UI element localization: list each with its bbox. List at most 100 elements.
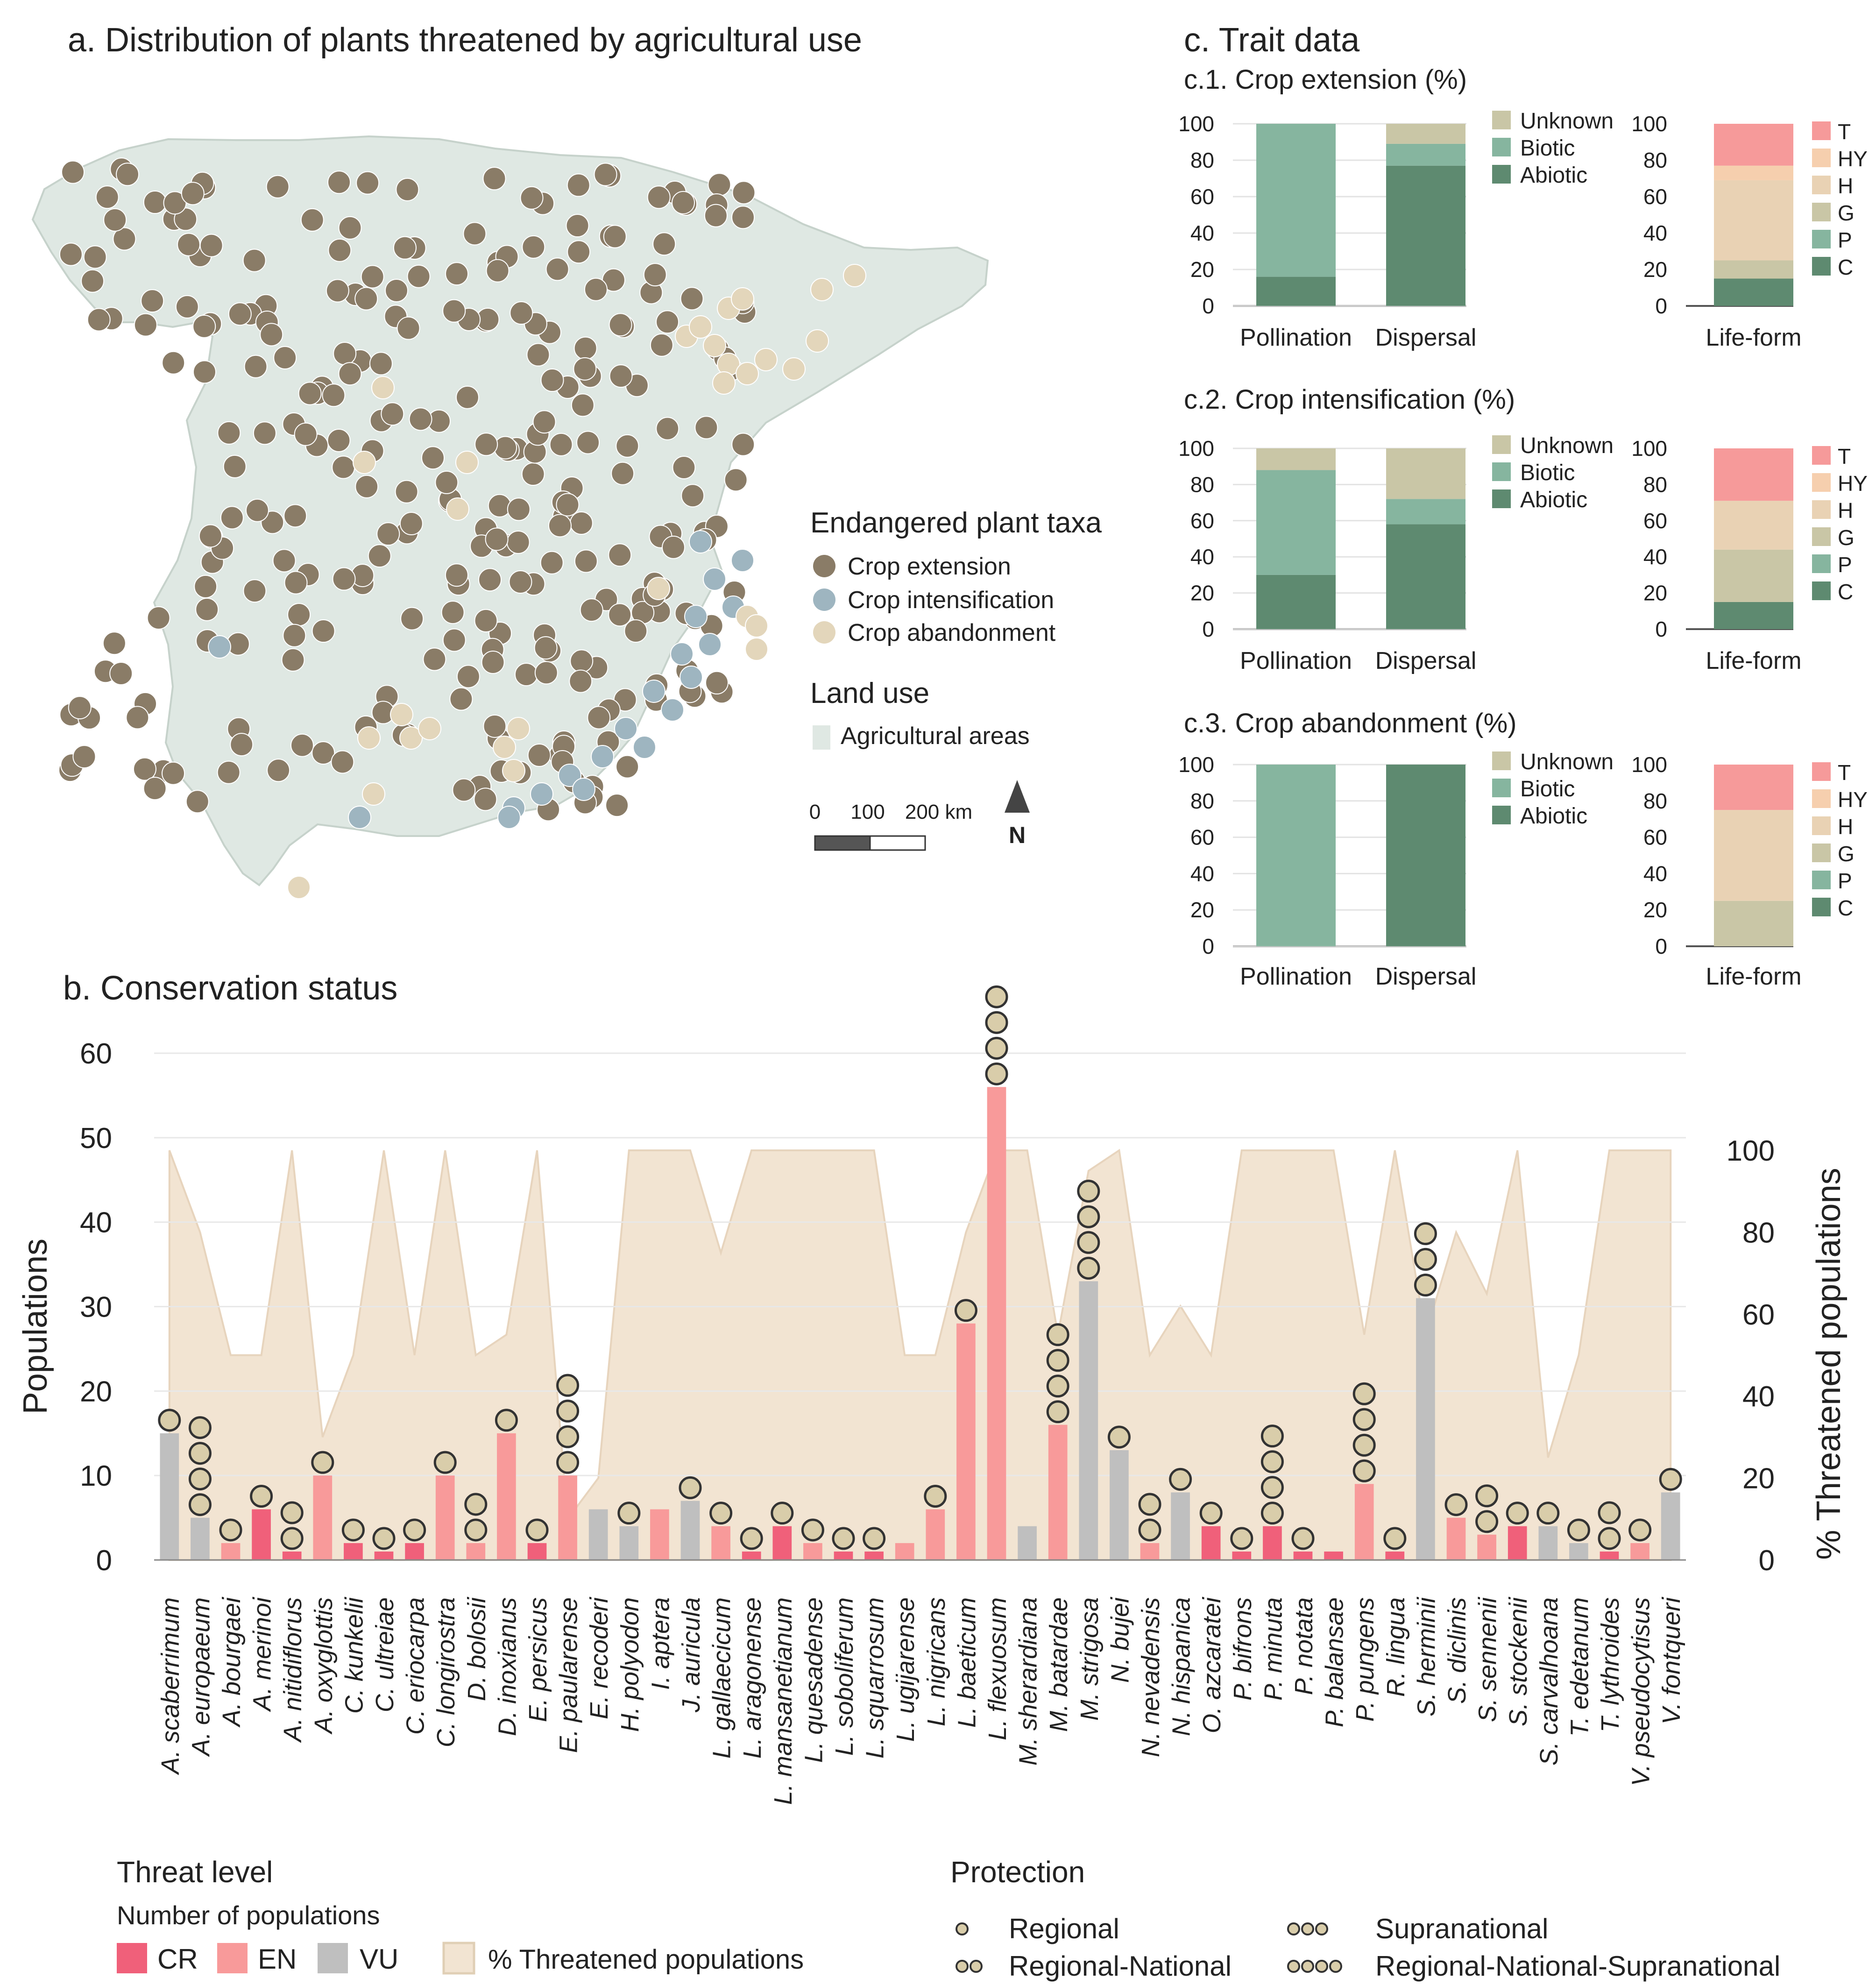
protection-symbol — [1046, 1323, 1069, 1347]
taxon-label: C. longirostra — [432, 1597, 460, 1747]
legend-abandonment-label: Crop abandonment — [848, 619, 1056, 646]
population-bar — [742, 1551, 761, 1560]
intensification-point — [680, 666, 703, 689]
protection-symbol — [1046, 1349, 1069, 1372]
lifeform-legend-label: H — [1838, 174, 1853, 198]
taxon-label: L. flexuosum — [984, 1597, 1012, 1740]
population-bar — [558, 1475, 577, 1560]
extension-point — [482, 167, 506, 191]
trait-legend-label: Abiotic — [1520, 163, 1587, 188]
agricultural-swatch — [813, 725, 830, 750]
abandonment-point — [353, 451, 376, 474]
pollination-abiotic-segment — [1256, 574, 1336, 629]
left-y-tick-label: 20 — [1190, 581, 1214, 605]
protection-symbol — [219, 1518, 242, 1542]
lifeform-legend-label: C — [1838, 255, 1853, 279]
extension-point — [435, 470, 459, 494]
trait-legend-swatch-abiotic — [1492, 806, 1511, 824]
extension-point — [494, 436, 517, 460]
extension-point — [311, 741, 335, 765]
lifeform-legend-swatch-h — [1812, 816, 1831, 835]
extension-point — [478, 568, 502, 592]
pollination-biotic-segment — [1256, 470, 1336, 575]
taxon-label: S. diclinis — [1443, 1597, 1471, 1704]
extension-point — [732, 181, 756, 205]
threatened-tick-label: 20 — [1742, 1463, 1775, 1495]
protection-symbol — [679, 1476, 702, 1499]
populations-tick-label: 10 — [80, 1460, 112, 1492]
taxon-label: T. lythroides — [1596, 1597, 1624, 1732]
extension-point — [59, 242, 83, 266]
extension-point — [376, 522, 400, 546]
extension-point — [109, 662, 133, 686]
populations-tick-label: 20 — [80, 1375, 112, 1408]
extension-point — [611, 461, 635, 485]
dispersal-x-label: Dispersal — [1375, 324, 1477, 351]
extension-point — [705, 671, 729, 695]
lifeform-legend-label: P — [1838, 228, 1852, 252]
protection-symbol — [525, 1518, 549, 1542]
extension-point — [724, 468, 748, 492]
extension-point — [584, 277, 608, 301]
lifeform-legend-swatch-p — [1812, 554, 1831, 573]
taxon-label: S. sennenii — [1474, 1596, 1502, 1722]
panel-c: c. Trait data c.1. Crop extension (%) 100… — [1178, 21, 1868, 990]
protection-symbol — [740, 1527, 763, 1550]
extension-point — [369, 352, 393, 376]
taxon-label: E. persicus — [524, 1597, 552, 1722]
scale-tick-200: 200 km — [905, 801, 972, 823]
dispersal-biotic-segment — [1386, 499, 1465, 525]
protection-symbol — [1536, 1502, 1560, 1525]
extension-point — [485, 527, 509, 551]
populations-tick-label: 0 — [96, 1545, 112, 1577]
extension-point — [245, 498, 269, 522]
population-bar — [1018, 1526, 1037, 1560]
intensification-point — [572, 778, 595, 801]
lifeform-legend-swatch-p — [1812, 230, 1831, 248]
population-bar — [435, 1475, 455, 1560]
population-bar — [711, 1526, 730, 1560]
protection-symbol — [280, 1527, 304, 1550]
lifeform-y-tick-label: 20 — [1643, 898, 1667, 922]
extension-point — [399, 512, 423, 536]
left-y-tick-label: 80 — [1190, 472, 1214, 496]
protection-symbol — [250, 1485, 273, 1508]
lifeform-x-label: Life-form — [1706, 963, 1801, 990]
lifeform-y-tick-label: 80 — [1643, 472, 1667, 496]
extension-point — [81, 269, 105, 293]
trait-legend-swatch-biotic — [1492, 779, 1511, 797]
lifeform-y-tick-label: 40 — [1643, 221, 1667, 245]
lifeform-h-segment — [1714, 180, 1793, 261]
lifeform-legend-swatch-hy — [1812, 149, 1831, 167]
protection-symbol — [985, 1036, 1008, 1060]
extension-point — [488, 494, 511, 518]
lifeform-legend-label: C — [1838, 580, 1853, 604]
extension-point — [194, 574, 218, 598]
trait-legend-swatch-abiotic — [1492, 489, 1511, 508]
protection-symbol — [464, 1493, 488, 1516]
population-bar — [1354, 1484, 1374, 1560]
protection-legend-dot — [1315, 1922, 1328, 1935]
population-bar — [466, 1543, 486, 1560]
taxa-legend-item-intensification: Crop intensification — [813, 587, 1054, 614]
lifeform-legend-label: P — [1838, 869, 1852, 893]
taxon-label: D. bolosii — [463, 1596, 491, 1701]
population-bar — [252, 1509, 271, 1560]
extension-point — [395, 480, 418, 503]
extension-point — [356, 171, 380, 195]
extension-point — [326, 279, 349, 303]
taxon-label: A. nitidiflorus — [279, 1597, 307, 1743]
extension-point — [368, 544, 391, 568]
protection-symbol — [924, 1485, 947, 1508]
lifeform-legend-label: H — [1838, 498, 1853, 523]
protection-symbol — [1260, 1476, 1284, 1499]
extension-point — [442, 628, 466, 652]
lifeform-y-tick-label: 60 — [1643, 825, 1667, 850]
extension-point — [507, 497, 531, 521]
trait-legend-swatch-unknown — [1492, 435, 1511, 454]
taxon-label: I. aptera — [646, 1597, 674, 1690]
threatened-area-swatch — [442, 1942, 475, 1975]
dispersal-abiotic-segment — [1386, 165, 1465, 306]
abandonment-point — [455, 451, 479, 474]
